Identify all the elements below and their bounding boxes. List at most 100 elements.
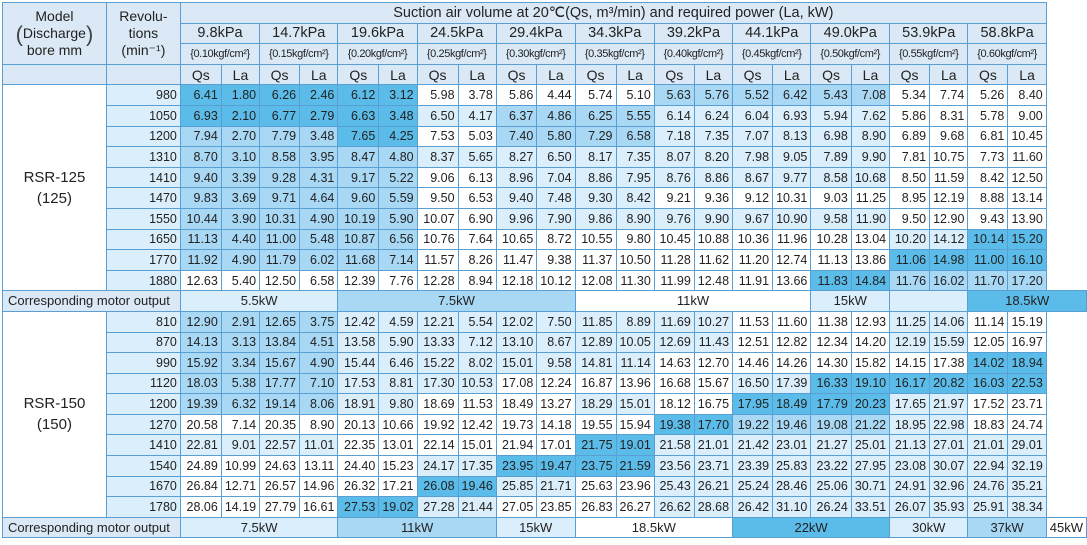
qs-cell: 18.83 xyxy=(967,413,1009,436)
la-cell: 14.20 xyxy=(850,331,891,354)
la-cell: 5.54 xyxy=(457,310,497,333)
motor-output-cell: 45kW xyxy=(1045,516,1087,539)
qs-cell: 18.29 xyxy=(574,393,617,415)
la-cell: 13.27 xyxy=(536,393,576,415)
qs-cell: 22.81 xyxy=(179,434,222,457)
qs-cell: 9.43 xyxy=(967,207,1009,230)
pressure-header: 44.1kPa xyxy=(732,22,812,45)
la-cell: 9.01 xyxy=(220,434,261,457)
pressure-header: 9.8kPa xyxy=(179,22,261,45)
qs-cell: 18.49 xyxy=(495,393,538,415)
qs-cell: 9.40 xyxy=(495,187,538,209)
la-cell: 9.90 xyxy=(693,207,734,230)
qs-cell: 5.94 xyxy=(810,104,852,127)
la-cell: 14.96 xyxy=(299,475,339,498)
qs-cell: 16.33 xyxy=(810,372,852,395)
la-cell: 14.84 xyxy=(850,269,891,292)
qs-cell: 14.63 xyxy=(653,352,695,374)
la-cell: 8.02 xyxy=(457,352,497,374)
la-cell: 8.20 xyxy=(693,146,734,168)
la-cell: 21.01 xyxy=(693,434,734,457)
qs-header: Qs xyxy=(653,63,695,86)
qs-cell: 8.88 xyxy=(967,187,1009,209)
la-cell: 3.69 xyxy=(220,187,261,209)
la-cell: 10.12 xyxy=(536,269,576,292)
qs-cell: 26.42 xyxy=(732,496,774,518)
qs-cell: 11.99 xyxy=(653,269,695,292)
la-cell: 23.96 xyxy=(615,475,655,498)
qs-cell: 9.71 xyxy=(259,187,301,209)
table-row: 1650 11.13 4.40 11.00 5.48 10.87 6.56 10.76 7.64… xyxy=(3,228,1087,251)
la-cell: 13.11 xyxy=(299,455,339,477)
motor-output-cell: 11kW xyxy=(574,290,812,312)
table-row: 1670 26.84 12.71 26.57 14.96 26.32 17.21 26.08 1… xyxy=(3,475,1087,498)
qs-cell: 14.02 xyxy=(967,352,1009,374)
kgf-header: {0.35kgf/cm²} xyxy=(574,43,655,65)
qs-cell: 9.67 xyxy=(732,207,774,230)
qs-cell: 12.90 xyxy=(179,310,222,333)
table-row: 1780 28.06 14.19 27.79 16.61 27.53 19.02 27.28 2… xyxy=(3,496,1087,518)
motor-output-cell: 5.5kW xyxy=(179,290,339,312)
qs-cell: 8.27 xyxy=(495,146,538,168)
la-cell: 5.65 xyxy=(457,146,497,168)
kgf-header: {0.15kgf/cm²} xyxy=(259,43,339,65)
la-cell: 15.94 xyxy=(615,413,655,436)
qs-cell: 12.50 xyxy=(259,269,301,292)
qs-cell: 9.50 xyxy=(889,207,931,230)
kgf-header: {0.40kgf/cm²} xyxy=(653,43,734,65)
qs-cell: 11.20 xyxy=(732,249,774,271)
la-cell: 12.71 xyxy=(220,475,261,498)
qs-cell: 11.91 xyxy=(732,269,774,292)
la-cell: 2.79 xyxy=(299,104,339,127)
la-cell: 3.95 xyxy=(299,146,339,168)
qs-cell: 26.83 xyxy=(574,496,617,518)
la-cell: 8.90 xyxy=(615,207,655,230)
qs-cell: 19.22 xyxy=(732,413,774,436)
la-cell: 12.74 xyxy=(772,249,812,271)
table-row: 1200 19.39 6.32 19.14 8.06 18.91 9.80 18.69 11.5… xyxy=(3,393,1087,415)
la-cell: 6.56 xyxy=(378,228,418,251)
la-cell: 17.35 xyxy=(457,455,497,477)
qs-cell: 7.18 xyxy=(653,125,695,148)
qs-cell: 24.91 xyxy=(889,475,931,498)
la-cell: 7.95 xyxy=(615,166,655,189)
qs-cell: 6.26 xyxy=(259,84,301,106)
la-cell: 11.01 xyxy=(299,434,339,457)
table-row: 1270 20.58 7.14 20.35 8.90 20.13 10.66 19.92 12.… xyxy=(3,413,1087,436)
table-row: RSR-150 (150) 810 12.90 2.91 12.65 3.75 12.42 4.… xyxy=(2,310,1087,518)
qs-cell: 12.02 xyxy=(495,310,538,333)
qs-header: Qs xyxy=(416,63,459,86)
qs-cell: 11.53 xyxy=(732,310,774,333)
pressure-header: 53.9kPa xyxy=(889,22,969,45)
qs-cell: 8.42 xyxy=(967,166,1009,189)
la-cell: 8.89 xyxy=(615,310,655,333)
pressure-header: 49.0kPa xyxy=(810,22,891,45)
motor-output-cell: 7.5kW xyxy=(179,516,339,539)
la-cell: 14.98 xyxy=(929,249,969,271)
la-cell: 16.75 xyxy=(693,393,734,415)
revolution-cell: 1780 xyxy=(105,496,181,518)
qs-cell: 25.06 xyxy=(810,475,852,498)
qs-cell: 10.19 xyxy=(337,207,380,230)
la-cell: 11.14 xyxy=(615,352,655,374)
qs-cell: 12.69 xyxy=(653,331,695,354)
la-cell: 25.83 xyxy=(772,455,812,477)
qs-cell: 25.91 xyxy=(967,496,1009,518)
qs-cell: 12.63 xyxy=(179,269,222,292)
la-cell: 17.39 xyxy=(772,372,812,395)
la-cell: 38.34 xyxy=(1007,496,1047,518)
qs-cell: 10.44 xyxy=(179,207,222,230)
qs-cell: 14.15 xyxy=(889,352,931,374)
la-cell: 3.48 xyxy=(378,104,418,127)
la-cell: 5.38 xyxy=(220,372,261,395)
qs-cell: 6.41 xyxy=(179,84,222,106)
la-cell: 26.21 xyxy=(693,475,734,498)
qs-header: Qs xyxy=(495,63,538,86)
qs-cell: 7.98 xyxy=(732,146,774,168)
qs-header: Qs xyxy=(889,63,931,86)
qs-cell: 21.58 xyxy=(653,434,695,457)
la-header: La xyxy=(850,63,891,86)
qs-cell: 27.79 xyxy=(259,496,301,518)
qs-cell: 21.42 xyxy=(732,434,774,457)
qs-cell: 6.37 xyxy=(495,104,538,127)
